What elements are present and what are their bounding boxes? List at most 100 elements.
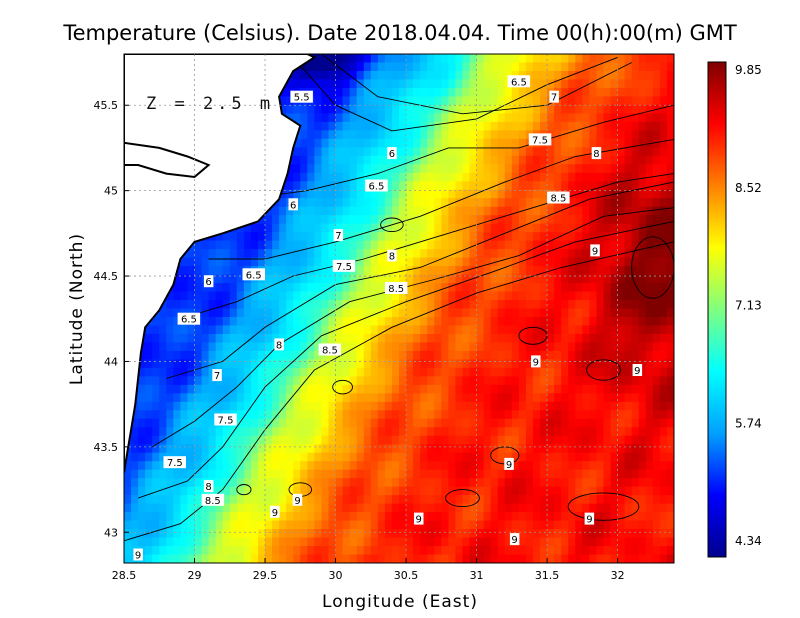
contour-label-text: 9	[135, 551, 141, 562]
x-tick-label: 31.5	[535, 569, 560, 582]
land-mask	[124, 54, 317, 473]
x-tick-label: 30.5	[394, 569, 419, 582]
coastline	[124, 54, 317, 473]
contour-line	[151, 207, 674, 448]
contour-labels: 6.5 7 5.5 7.5 8 6 6.5 8.5 6 7 8 9 6.5 7.5 6 8.5 6.5 8 8.5 9…	[133, 75, 643, 562]
contour-label-bg	[177, 312, 201, 325]
contour-line	[243, 104, 674, 200]
contour-label: 6	[203, 275, 214, 288]
contour-label-text: 7	[214, 371, 220, 382]
x-tick-label: 30	[329, 569, 343, 582]
contour-label-text: 7	[335, 231, 341, 242]
contour-label: 9	[414, 512, 424, 526]
contour-label-text: 5.5	[294, 93, 310, 104]
contour-label: 7.5	[163, 456, 186, 469]
contour-label: 8.5	[384, 282, 408, 295]
contour-label: 6	[387, 147, 397, 160]
contour-label: 9	[270, 505, 280, 519]
plot-frame	[123, 53, 675, 564]
x-axis-ticks: 28.5 29 29.5 30 30.5 31 31.5 32	[112, 558, 625, 582]
contour-label-text: 9	[272, 508, 278, 519]
contour-label-bg	[333, 229, 344, 242]
x-axis-label: Longitude (East)	[322, 592, 478, 612]
contour-label-bg	[288, 198, 298, 211]
y-axis-ticks: 43 43.5 44 44.5 45 45.5	[94, 99, 129, 539]
y-tick-label: 45	[104, 185, 118, 198]
contour-label-bg	[384, 282, 408, 294]
contour-label-bg	[547, 191, 570, 204]
contour-label-bg	[584, 512, 595, 525]
contour-closed	[332, 379, 353, 395]
contour-label-bg	[365, 179, 388, 192]
colorbar-tick-label: 7.13	[735, 299, 762, 313]
contour-label: 8.5	[201, 493, 225, 507]
contour-label: 8	[274, 338, 284, 351]
contour-label-text: 9	[634, 366, 640, 377]
colorbar-ticks: 9.85 8.52 7.13 5.74 4.34	[735, 63, 762, 548]
contour-label: 7	[333, 229, 344, 242]
y-axis-label: Latitude (North)	[67, 233, 87, 385]
contour-label-text: 9	[506, 460, 512, 471]
contour-label-bg	[549, 90, 559, 103]
contour-label: 9	[531, 355, 541, 368]
contour-label-bg	[504, 457, 514, 470]
contour-label-text: 9	[533, 357, 539, 368]
contour-label-bg	[290, 90, 313, 103]
contour-label-bg	[133, 548, 143, 561]
x-tick-label: 29.5	[253, 569, 278, 582]
contour-label-text: 7.5	[532, 135, 548, 146]
contour-line	[321, 54, 632, 115]
contour-label-bg	[332, 259, 356, 272]
contour-label-text: 9	[416, 515, 422, 526]
contour-label: 6.5	[242, 268, 265, 281]
contour-label: 9	[504, 457, 514, 471]
contour-label: 7.5	[332, 259, 356, 273]
contour-label-bg	[203, 480, 214, 493]
contour-label-text: 8.5	[550, 194, 566, 205]
contour-label-text: 7.5	[218, 416, 234, 427]
contour-label: 7	[549, 90, 559, 104]
colorbar-scale	[707, 61, 727, 558]
contour-label-text: 6.5	[511, 77, 527, 88]
contour-closed	[236, 484, 252, 496]
contour-label-text: 7.5	[167, 458, 183, 469]
contour-label: 9	[584, 512, 595, 526]
contour-label: 7.5	[528, 133, 552, 146]
contour-label: 7	[212, 369, 222, 382]
x-tick-label: 29	[188, 569, 202, 582]
contour-closed	[567, 492, 640, 521]
y-tick-label: 43.5	[94, 441, 119, 454]
contour-label-text: 8.5	[205, 496, 221, 507]
contour-label-bg	[387, 249, 397, 262]
contour-line	[137, 220, 674, 499]
x-tick-label: 31	[470, 569, 484, 582]
colorbar-tick-label: 5.74	[735, 416, 762, 430]
contour-label: 6.5	[177, 312, 201, 326]
contour-label-text: 9	[294, 496, 300, 507]
grid-lines	[124, 54, 674, 563]
colorbar-tick-label: 4.34	[735, 534, 762, 548]
y-tick-label: 44.5	[94, 270, 119, 283]
colorbar: 9.85 8.52 7.13 5.74 4.34	[707, 61, 762, 558]
colorbar-tick-label: 9.85	[735, 63, 762, 77]
contour-label-bg	[387, 147, 397, 160]
contour-label-bg	[590, 244, 600, 257]
contour-label-bg	[318, 343, 342, 356]
contour-label-text: 8.5	[322, 346, 338, 357]
contour-label-text: 8	[205, 482, 211, 493]
colorbar-tick-label: 8.52	[735, 181, 762, 195]
contour-label: 8	[203, 480, 214, 493]
contour-label-bg	[292, 493, 303, 506]
contour-line	[124, 241, 674, 542]
contour-label-text: 9	[592, 246, 598, 257]
contour-label-bg	[509, 533, 520, 546]
contour-label-text: 6	[290, 200, 296, 211]
contour-label: 6.5	[365, 179, 388, 193]
chart-title: Temperature (Celsius). Date 2018.04.04. …	[62, 21, 737, 45]
contour-closed	[445, 489, 480, 508]
contour-label: 7.5	[214, 413, 237, 427]
contour-label-bg	[528, 133, 552, 146]
contour-label-text: 9	[511, 535, 517, 546]
